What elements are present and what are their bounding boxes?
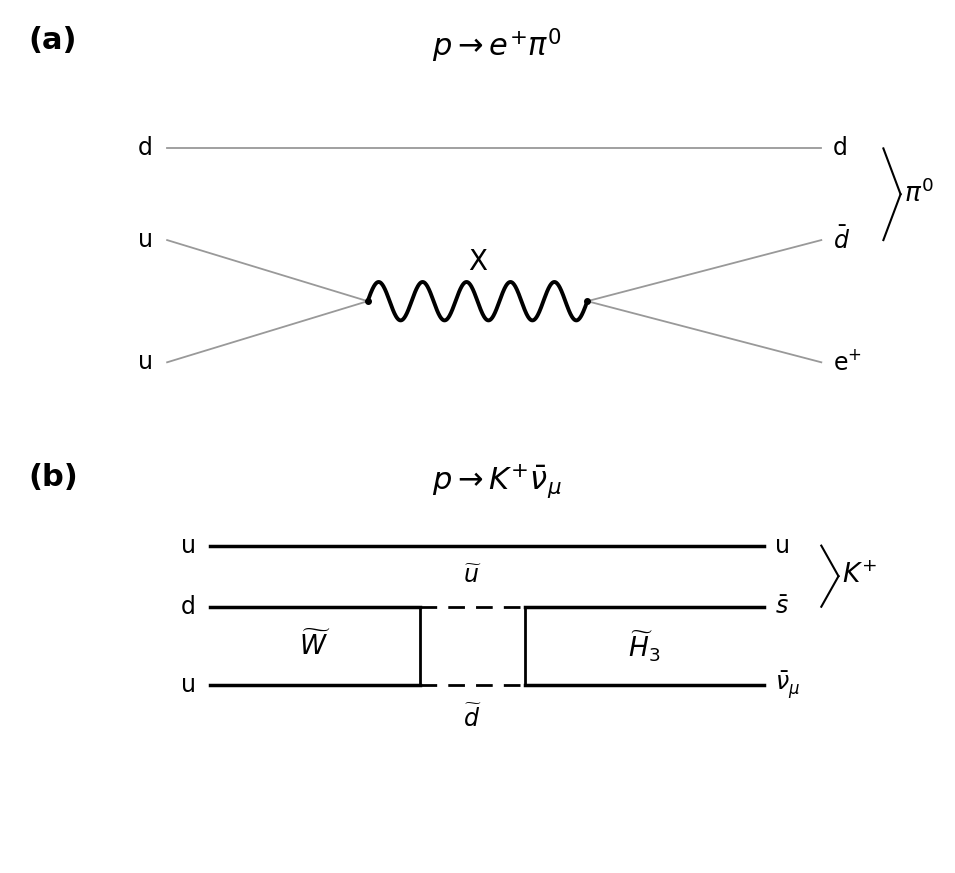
- Text: $\widetilde{W}$: $\widetilde{W}$: [299, 631, 331, 661]
- Text: $p \rightarrow e^{+}\pi^{0}$: $p \rightarrow e^{+}\pi^{0}$: [432, 26, 562, 65]
- Text: $p \rightarrow K^{+}\bar{\nu}_{\mu}$: $p \rightarrow K^{+}\bar{\nu}_{\mu}$: [432, 463, 562, 500]
- Text: u: u: [138, 350, 153, 375]
- Text: u: u: [180, 673, 196, 698]
- Text: $\widetilde{u}$: $\widetilde{u}$: [463, 564, 482, 588]
- Text: $\bar{\nu}_{\mu}$: $\bar{\nu}_{\mu}$: [775, 670, 800, 701]
- Text: $\bar{d}$: $\bar{d}$: [833, 226, 850, 254]
- Text: (b): (b): [29, 463, 78, 491]
- Text: $\widetilde{H}_{3}$: $\widetilde{H}_{3}$: [628, 629, 661, 663]
- Text: e$^{+}$: e$^{+}$: [833, 350, 861, 375]
- Text: d: d: [138, 136, 153, 161]
- Text: u: u: [775, 533, 791, 558]
- Text: u: u: [180, 533, 196, 558]
- Text: $\bar{s}$: $\bar{s}$: [775, 595, 789, 619]
- Text: d: d: [180, 595, 196, 619]
- Text: u: u: [138, 228, 153, 252]
- Text: $\pi^{0}$: $\pi^{0}$: [904, 180, 934, 209]
- Text: $K^{+}$: $K^{+}$: [842, 563, 877, 589]
- Text: d: d: [833, 136, 848, 161]
- Text: $\widetilde{d}$: $\widetilde{d}$: [463, 705, 482, 732]
- Text: X: X: [468, 248, 487, 276]
- Text: (a): (a): [29, 26, 77, 55]
